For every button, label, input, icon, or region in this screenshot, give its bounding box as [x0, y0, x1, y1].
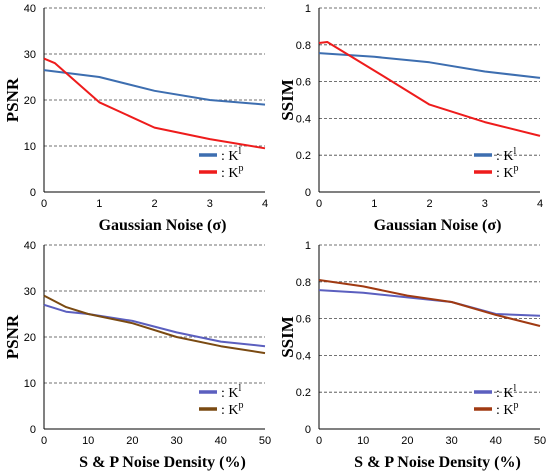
legend-label: : Kp — [496, 163, 519, 181]
y-tick-label: 20 — [24, 95, 36, 107]
legend-label: : Kl — [221, 383, 242, 401]
y-tick-label: 10 — [24, 378, 36, 390]
chart-psnr-saltpepper: 0 10 20 30 40 0 10 20 30 40 50 S & P Noise Density … — [0, 237, 275, 474]
y-axis-title: PSNR — [3, 77, 22, 122]
x-tick-label: 4 — [262, 198, 268, 210]
series-line-1 — [43, 57, 266, 150]
x-tick-label: 0 — [316, 198, 322, 210]
x-tick-label: 30 — [445, 435, 457, 447]
x-tick-label: 50 — [534, 435, 546, 447]
x-tick-label: 3 — [207, 198, 213, 210]
x-tick-label: 2 — [151, 198, 157, 210]
x-axis-title: Gaussian Noise (σ) — [99, 217, 227, 234]
x-tick-label: 20 — [401, 435, 413, 447]
x-tick-label: 4 — [537, 198, 543, 210]
x-tick-label: 30 — [170, 435, 182, 447]
chart-psnr-gaussian: 0 10 20 30 40 0 1 2 3 4 Gaussian Noise (σ) PSNR : Kl… — [0, 0, 275, 237]
legend-label: : Kl — [221, 146, 242, 164]
y-tick-label: 0.8 — [296, 277, 311, 289]
y-tick-label: 40 — [24, 3, 36, 15]
x-tick-label: 1 — [96, 198, 102, 210]
y-tick-label: 0.2 — [296, 150, 311, 162]
y-tick-label: 0.6 — [296, 314, 311, 326]
x-tick-label: 10 — [82, 435, 94, 447]
y-tick-label: 0 — [305, 187, 311, 199]
series-line-0 — [43, 69, 266, 106]
chart-ssim-saltpepper: 0 0.2 0.4 0.6 0.8 1 0 10 20 30 40 50 S & P Noise Den… — [275, 237, 550, 474]
x-tick-label: 50 — [259, 435, 271, 447]
chart-svg: 0 10 20 30 40 0 10 20 30 40 50 S & P Noise Density … — [3, 240, 271, 471]
x-axis-title: Gaussian Noise (σ) — [374, 217, 502, 234]
y-tick-label: 0 — [30, 424, 36, 436]
legend-label: : Kl — [496, 146, 517, 164]
y-tick-label: 1 — [305, 3, 311, 15]
x-tick-label: 2 — [426, 198, 432, 210]
x-axis-title: S & P Noise Density (%) — [354, 454, 521, 471]
x-tick-label: 0 — [41, 435, 47, 447]
y-tick-label: 0.4 — [296, 113, 311, 125]
y-tick-label: 30 — [24, 49, 36, 61]
x-tick-label: 40 — [490, 435, 502, 447]
x-tick-label: 40 — [215, 435, 227, 447]
y-tick-label: 0.2 — [296, 387, 311, 399]
x-axis-title: S & P Noise Density (%) — [79, 454, 246, 471]
y-tick-label: 0.4 — [296, 350, 311, 362]
y-tick-label: 0 — [30, 187, 36, 199]
y-axis-title: PSNR — [3, 314, 22, 359]
y-tick-label: 0 — [305, 424, 311, 436]
series-line-0 — [318, 289, 541, 317]
series-line-0 — [318, 52, 541, 79]
x-tick-label: 1 — [371, 198, 377, 210]
legend-label: : Kl — [496, 383, 517, 401]
series-line-1 — [318, 279, 541, 327]
x-tick-label: 0 — [41, 198, 47, 210]
y-tick-label: 30 — [24, 286, 36, 298]
y-tick-label: 0.8 — [296, 40, 311, 52]
y-tick-label: 0.6 — [296, 77, 311, 89]
series-line-1 — [43, 294, 266, 355]
x-tick-label: 0 — [316, 435, 322, 447]
chart-svg: 0 10 20 30 40 0 1 2 3 4 Gaussian Noise (σ) PSNR : Kl… — [3, 3, 268, 234]
series-line-0 — [43, 303, 266, 348]
legend-label: : Kp — [221, 400, 244, 418]
legend-label: : Kp — [496, 400, 519, 418]
x-tick-label: 10 — [357, 435, 369, 447]
x-tick-label: 3 — [482, 198, 488, 210]
y-tick-label: 10 — [24, 141, 36, 153]
chart-svg: 0 0.2 0.4 0.6 0.8 1 0 1 2 3 4 Gaussian Noise (σ) SSI… — [278, 3, 543, 234]
y-tick-label: 1 — [305, 240, 311, 252]
y-tick-label: 40 — [24, 240, 36, 252]
y-tick-label: 20 — [24, 332, 36, 344]
x-tick-label: 20 — [126, 435, 138, 447]
y-axis-title: SSIM — [278, 79, 297, 121]
chart-ssim-gaussian: 0 0.2 0.4 0.6 0.8 1 0 1 2 3 4 Gaussian Noise (σ) SSI… — [275, 0, 550, 237]
legend-label: : Kp — [221, 163, 244, 181]
series-line-1 — [318, 41, 541, 137]
y-axis-title: SSIM — [278, 316, 297, 358]
chart-svg: 00.20.40.60.810 10 20 30 40 50S & P Noise Den… — [278, 240, 546, 471]
